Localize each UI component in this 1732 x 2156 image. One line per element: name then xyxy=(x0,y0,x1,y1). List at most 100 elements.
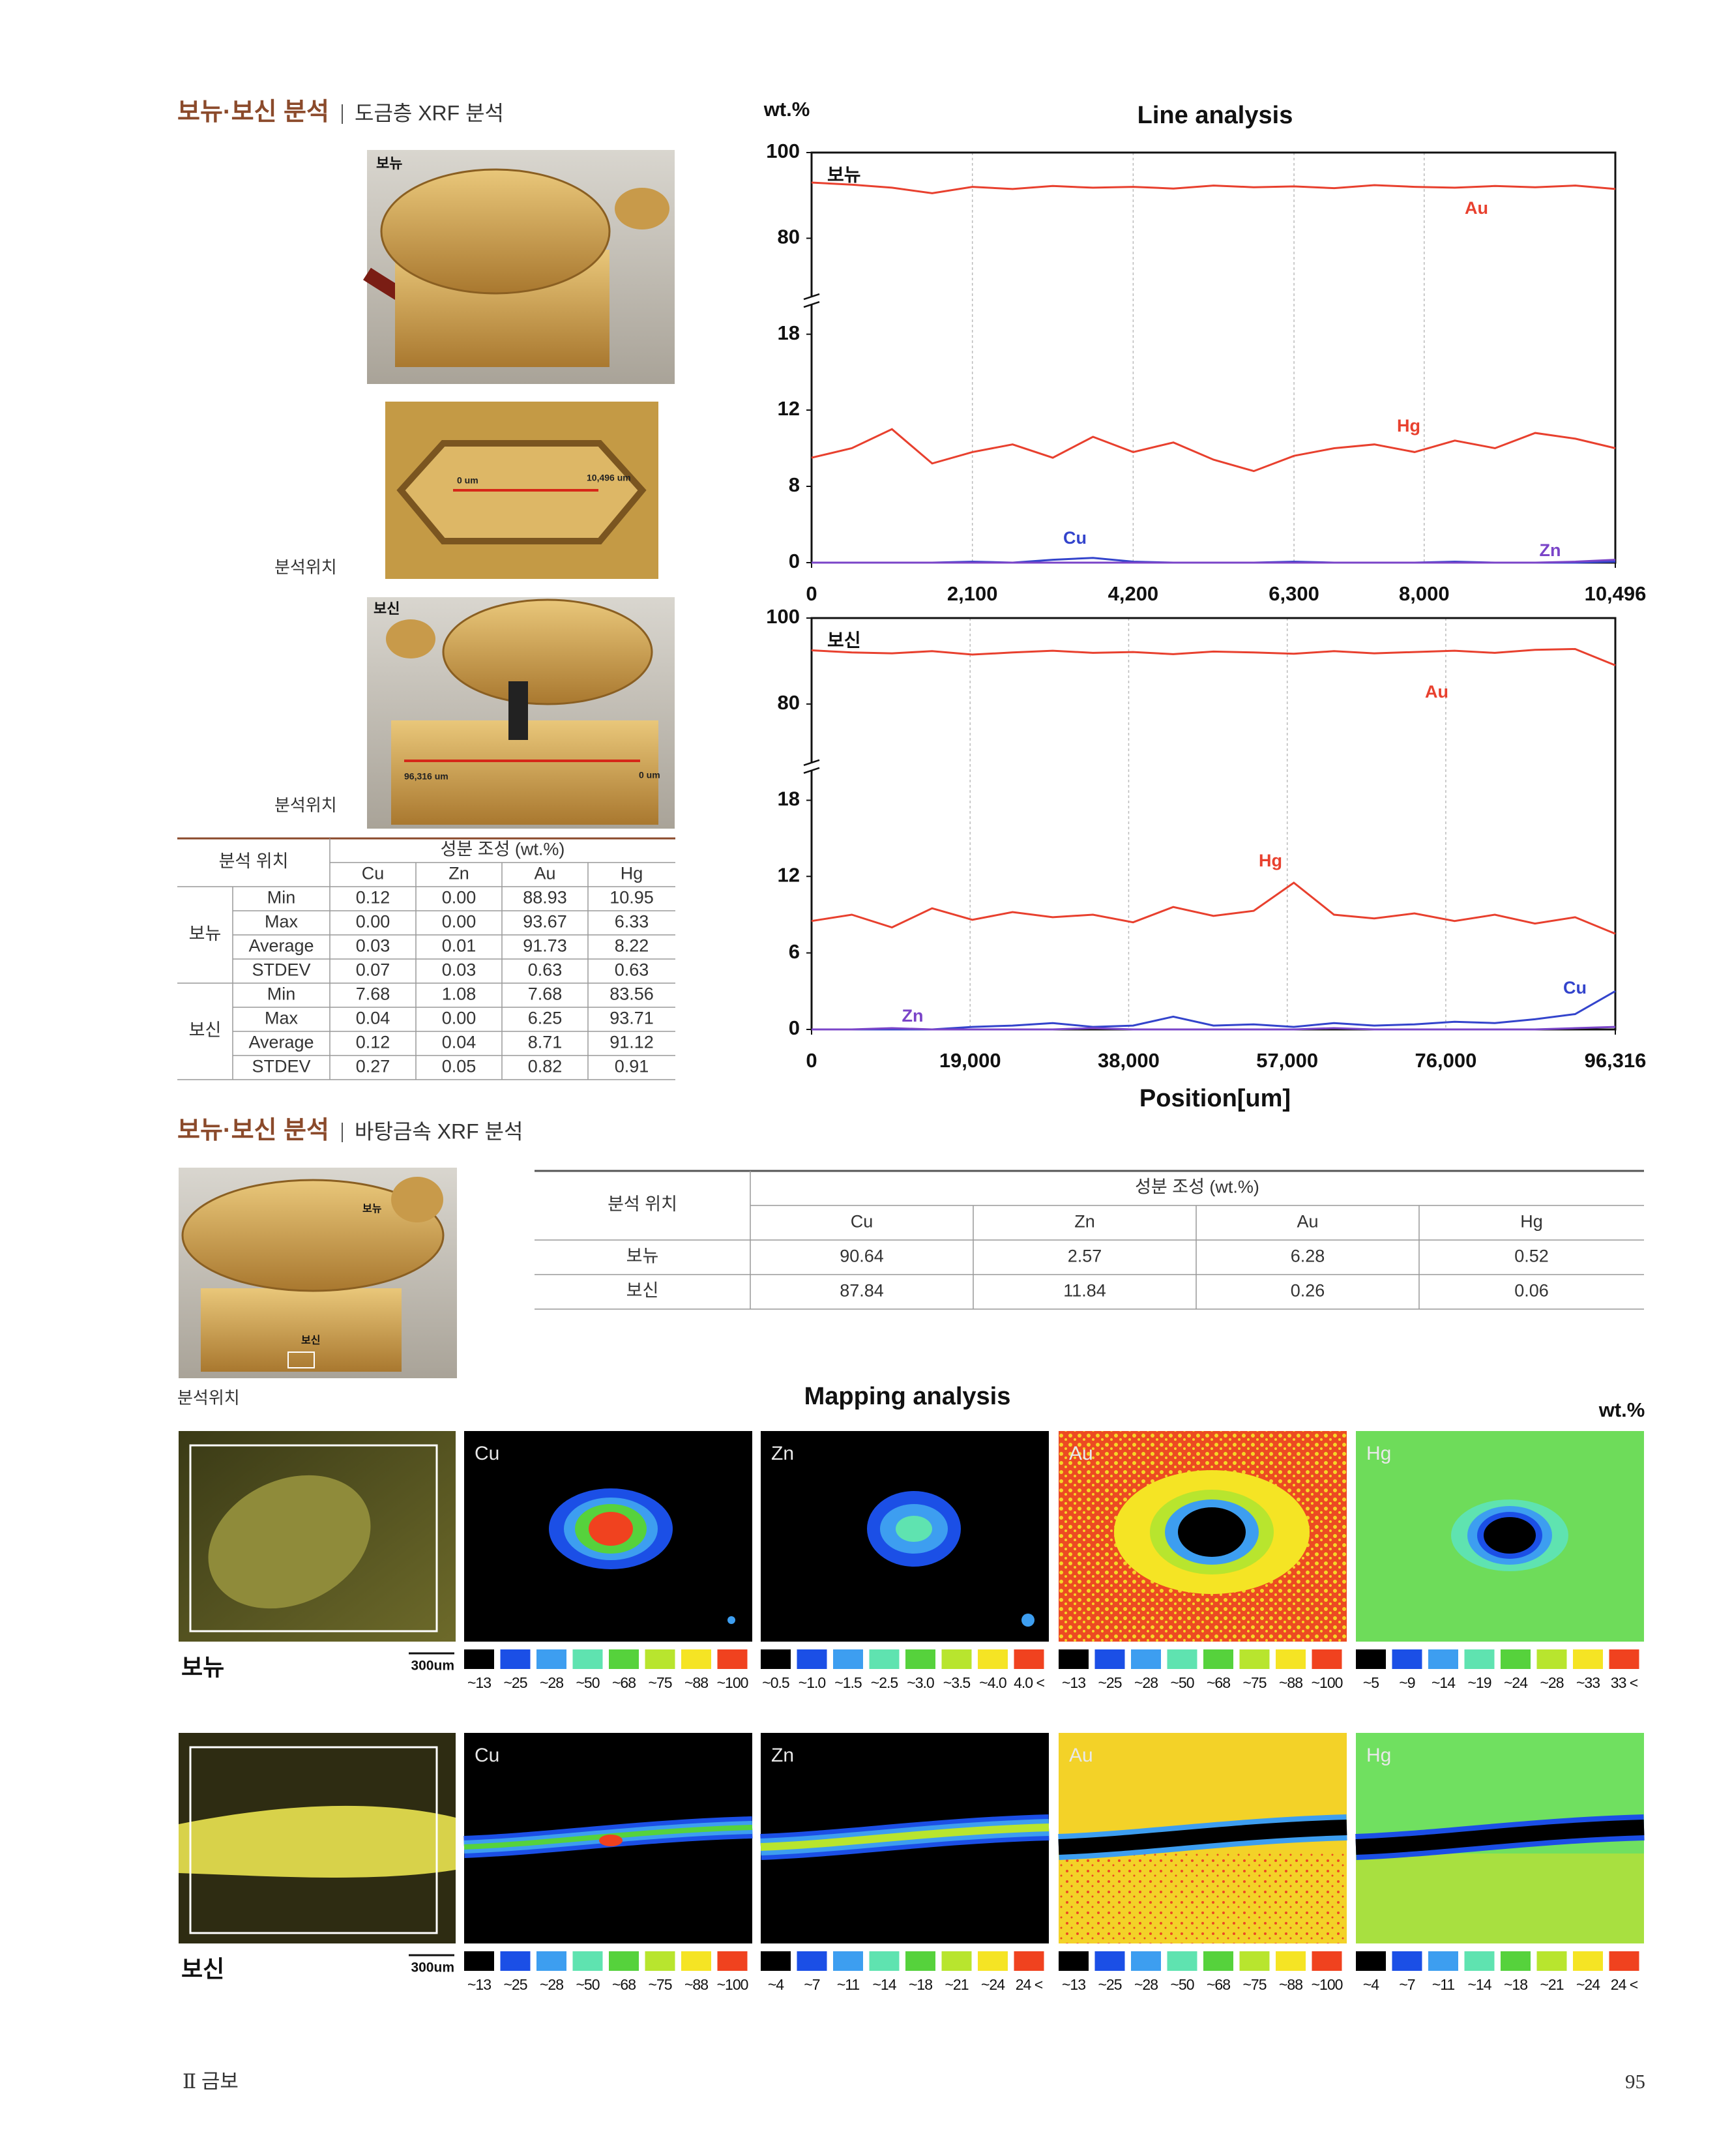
map-frame xyxy=(189,1444,438,1632)
map-panel xyxy=(1355,1733,1645,1943)
map-element: Hg xyxy=(1366,1443,1391,1464)
axis-break xyxy=(803,767,820,774)
table-cell: 0.01 xyxy=(442,936,477,956)
scale-label: ~50 xyxy=(1170,1976,1194,1993)
table-cell: 2.57 xyxy=(1068,1247,1102,1266)
scale-swatch xyxy=(761,1951,791,1971)
scale-swatch xyxy=(717,1951,748,1971)
map-element: Cu xyxy=(475,1745,499,1766)
caption: 분석위치 xyxy=(177,1388,240,1408)
table-cell: 0.82 xyxy=(528,1057,563,1076)
x-tick-label: 10,496 xyxy=(1585,582,1647,605)
x-tick-label: 8,000 xyxy=(1399,582,1450,605)
scale-label: ~13 xyxy=(1062,1976,1085,1993)
map-element: Zn xyxy=(771,1745,794,1766)
y-tick-label: 12 xyxy=(778,863,800,886)
series-label: Au xyxy=(1425,682,1448,701)
table-cell: 0.06 xyxy=(1514,1281,1549,1301)
table-header: Zn xyxy=(448,864,469,883)
page-number: 95 xyxy=(1625,2070,1645,2093)
table-cell: 93.67 xyxy=(523,912,567,932)
head xyxy=(615,188,669,229)
scan-start: 0 um xyxy=(457,475,478,486)
y-tick-label: 80 xyxy=(778,226,800,248)
scale-label: ~100 xyxy=(717,1674,748,1691)
scale-swatch xyxy=(797,1951,827,1971)
scale-swatch xyxy=(1428,1649,1458,1669)
chart-title: Line analysis xyxy=(1138,102,1293,129)
scale-swatch xyxy=(1203,1951,1233,1971)
scale-label: ~13 xyxy=(467,1976,491,1993)
table-cell: 0.04 xyxy=(356,1009,390,1028)
table-cell: 93.71 xyxy=(609,1009,654,1028)
series-label: Hg xyxy=(1259,851,1282,870)
table-header: 성분 조성 (wt.%) xyxy=(441,840,565,859)
table-cell: 90.64 xyxy=(840,1247,884,1266)
scale-swatch xyxy=(1014,1951,1044,1971)
scan-end: 0 um xyxy=(639,770,660,780)
photo-top: 보뉴 xyxy=(363,150,675,384)
photo-label: 보뉴 xyxy=(362,1203,382,1215)
panel-label: 보뉴 xyxy=(827,164,861,185)
scale-label: ~75 xyxy=(1242,1674,1266,1691)
scale-bar-label: 300um xyxy=(411,1659,454,1674)
table-cell: 0.26 xyxy=(1291,1281,1325,1301)
scale-label: ~88 xyxy=(684,1976,708,1993)
table-cell: 0.52 xyxy=(1514,1247,1549,1266)
photo-detail: 0 um 10,496 um xyxy=(385,402,658,579)
map-region xyxy=(599,1835,623,1846)
table-header: Au xyxy=(1297,1212,1318,1232)
table-cell: 83.56 xyxy=(609,984,654,1004)
scale-swatch xyxy=(1059,1649,1089,1669)
scale-label: ~5 xyxy=(1363,1674,1379,1691)
scale-swatch xyxy=(464,1951,494,1971)
x-tick-label: 2,100 xyxy=(947,582,998,605)
scale-swatch xyxy=(833,1649,863,1669)
series-label: Hg xyxy=(1397,416,1420,436)
scale-label: ~68 xyxy=(612,1976,636,1993)
panel-label: 보신 xyxy=(827,630,861,650)
table-cell: 0.04 xyxy=(442,1033,477,1052)
section-title: 보뉴·보신 분석 xyxy=(177,1117,329,1144)
scale-swatch xyxy=(978,1951,1008,1971)
scale-label: ~2.5 xyxy=(871,1674,898,1691)
scan-end: 10,496 um xyxy=(587,473,631,483)
map-photo-feature xyxy=(179,1805,456,1878)
photo-label: 보신 xyxy=(301,1335,320,1346)
table-header: Cu xyxy=(362,864,385,883)
table-cell: 0.03 xyxy=(356,936,390,956)
scale-label: ~24 xyxy=(981,1976,1005,1993)
scale-swatch xyxy=(645,1649,675,1669)
table-header: Hg xyxy=(1520,1212,1543,1232)
map-panel xyxy=(464,1431,752,1642)
scale-swatch xyxy=(536,1951,566,1971)
table-header: 분석 위치 xyxy=(608,1194,677,1214)
scale-label: ~88 xyxy=(684,1674,708,1691)
table-cell: 6.33 xyxy=(615,912,649,932)
scale-label: ~68 xyxy=(1207,1674,1230,1691)
map-region xyxy=(727,1616,735,1624)
table-cell: 0.27 xyxy=(356,1057,390,1076)
scale-label: ~28 xyxy=(1540,1674,1563,1691)
scale-label: ~100 xyxy=(1312,1674,1343,1691)
map-bg xyxy=(1059,1853,1347,1943)
scale-swatch xyxy=(609,1951,639,1971)
table-cell: 11.84 xyxy=(1063,1281,1106,1301)
axis-break xyxy=(803,301,820,308)
map-region xyxy=(463,1825,753,1850)
scale-label: ~100 xyxy=(1312,1976,1343,1993)
scale-label: ~4 xyxy=(1363,1976,1379,1993)
scale-label: ~28 xyxy=(540,1976,563,1993)
data-line xyxy=(811,181,1616,194)
scale-label: ~28 xyxy=(1134,1674,1158,1691)
scale-label: ~3.5 xyxy=(943,1674,971,1691)
scale-swatch xyxy=(905,1649,935,1669)
scale-swatch xyxy=(1167,1649,1197,1669)
scale-swatch xyxy=(1203,1649,1233,1669)
photo-side: 96,316 um 0 um 보신 xyxy=(367,597,675,829)
shell xyxy=(442,598,653,705)
hexagon xyxy=(396,440,647,544)
table-cell: 87.84 xyxy=(840,1281,884,1301)
scale-label: ~7 xyxy=(804,1976,819,1993)
map-photo xyxy=(179,1431,456,1642)
